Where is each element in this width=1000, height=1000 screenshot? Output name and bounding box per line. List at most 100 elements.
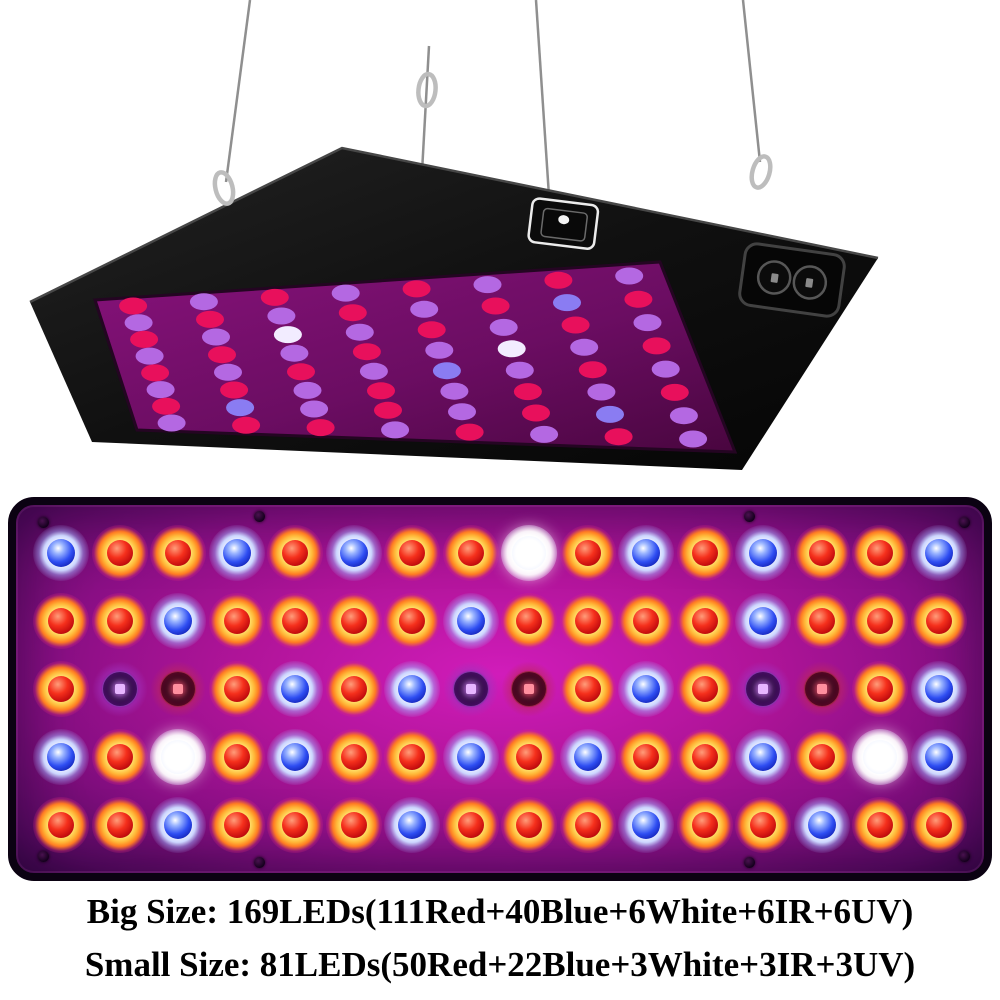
- led-glint: [465, 684, 476, 694]
- panel3d-led: [497, 340, 526, 358]
- panel3d-led: [260, 288, 289, 306]
- carabiner-icon: [212, 170, 236, 206]
- panel3d-led: [220, 381, 249, 399]
- led-core: [456, 607, 485, 635]
- led-red: [267, 525, 324, 581]
- panel3d-led: [300, 400, 329, 418]
- led-core: [281, 675, 310, 703]
- panel3d-led: [513, 383, 542, 401]
- led-core: [807, 811, 836, 839]
- led-core: [808, 608, 835, 634]
- led-core: [749, 607, 778, 635]
- panel3d-led: [157, 414, 186, 432]
- panel3d-led: [130, 330, 159, 348]
- panel3d-led: [141, 364, 170, 382]
- caption-big-size: Big Size: 169LEDs(111Red+40Blue+6White+6…: [86, 892, 914, 931]
- led-red: [501, 729, 558, 785]
- led-red: [150, 525, 207, 581]
- led-core: [691, 608, 718, 634]
- led-red: [91, 593, 148, 649]
- panel3d-led: [642, 337, 671, 355]
- led-red: [793, 593, 850, 649]
- caption-area: Big Size: 169LEDs(111Red+40Blue+6White+6…: [0, 886, 1000, 991]
- led-red: [676, 593, 733, 649]
- led-core: [516, 744, 543, 770]
- led-core: [516, 608, 543, 634]
- led-blue: [735, 729, 792, 785]
- hanging-lamp-photo: [29, 0, 879, 470]
- led-blue: [442, 593, 499, 649]
- led-core: [161, 740, 196, 774]
- led-core: [691, 812, 718, 838]
- led-red: [325, 661, 382, 717]
- led-red: [267, 593, 324, 649]
- panel3d-led: [505, 361, 534, 379]
- led-core: [691, 540, 718, 566]
- led-core: [164, 607, 193, 635]
- panel3d-led: [448, 403, 476, 421]
- led-blue: [267, 729, 324, 785]
- led-core: [749, 539, 778, 567]
- led-red: [501, 593, 558, 649]
- led-red: [559, 797, 616, 853]
- panel3d-led: [352, 343, 381, 361]
- led-core: [863, 740, 898, 774]
- panel3d-led: [587, 383, 616, 401]
- led-core: [282, 540, 309, 566]
- panel3d-led: [481, 297, 510, 315]
- led-red: [384, 525, 441, 581]
- led-core: [867, 540, 894, 566]
- led-core: [925, 608, 952, 634]
- panel3d-led: [124, 314, 153, 332]
- screw: [959, 517, 970, 528]
- led-blue: [559, 729, 616, 785]
- panel3d-led: [202, 328, 230, 346]
- led-blue: [735, 593, 792, 649]
- power-socket: [738, 242, 846, 318]
- screw: [744, 857, 755, 868]
- led-blue: [618, 661, 675, 717]
- led-red: [33, 797, 90, 853]
- led-blue: [910, 729, 967, 785]
- led-blue: [618, 797, 675, 853]
- panel3d-led: [280, 344, 309, 362]
- led-red: [676, 797, 733, 853]
- led-red: [208, 661, 265, 717]
- wire-3: [534, 0, 551, 197]
- led-red: [910, 593, 967, 649]
- panel3d-led: [455, 423, 484, 441]
- led-red: [559, 661, 616, 717]
- led-core: [398, 811, 427, 839]
- led-red: [501, 797, 558, 853]
- led-core: [574, 676, 601, 702]
- led-blue: [910, 661, 967, 717]
- led-blue: [33, 525, 90, 581]
- led-panel-front-view: [8, 497, 992, 881]
- panel3d-led: [473, 276, 502, 294]
- lamp-edge-highlight: [29, 146, 879, 304]
- led-blue: [384, 661, 441, 717]
- panel3d-led: [489, 318, 518, 336]
- switch-indicator-dot: [558, 215, 570, 225]
- led-core: [340, 608, 367, 634]
- led-core: [632, 811, 661, 839]
- led-core: [749, 743, 778, 771]
- led-red: [267, 797, 324, 853]
- panel3d-led: [226, 399, 255, 417]
- led-red: [208, 797, 265, 853]
- led-core: [340, 676, 367, 702]
- led-core: [222, 539, 251, 567]
- panel3d-led: [331, 284, 360, 302]
- led-core: [456, 743, 485, 771]
- panel3d-led: [196, 310, 224, 328]
- panel3d-led: [374, 401, 402, 419]
- led-core: [632, 539, 661, 567]
- led-core: [47, 539, 76, 567]
- led-blue: [735, 525, 792, 581]
- led-core: [223, 676, 250, 702]
- wire-1: [224, 0, 252, 183]
- led-red: [325, 593, 382, 649]
- led-blue: [793, 797, 850, 853]
- led-core: [691, 744, 718, 770]
